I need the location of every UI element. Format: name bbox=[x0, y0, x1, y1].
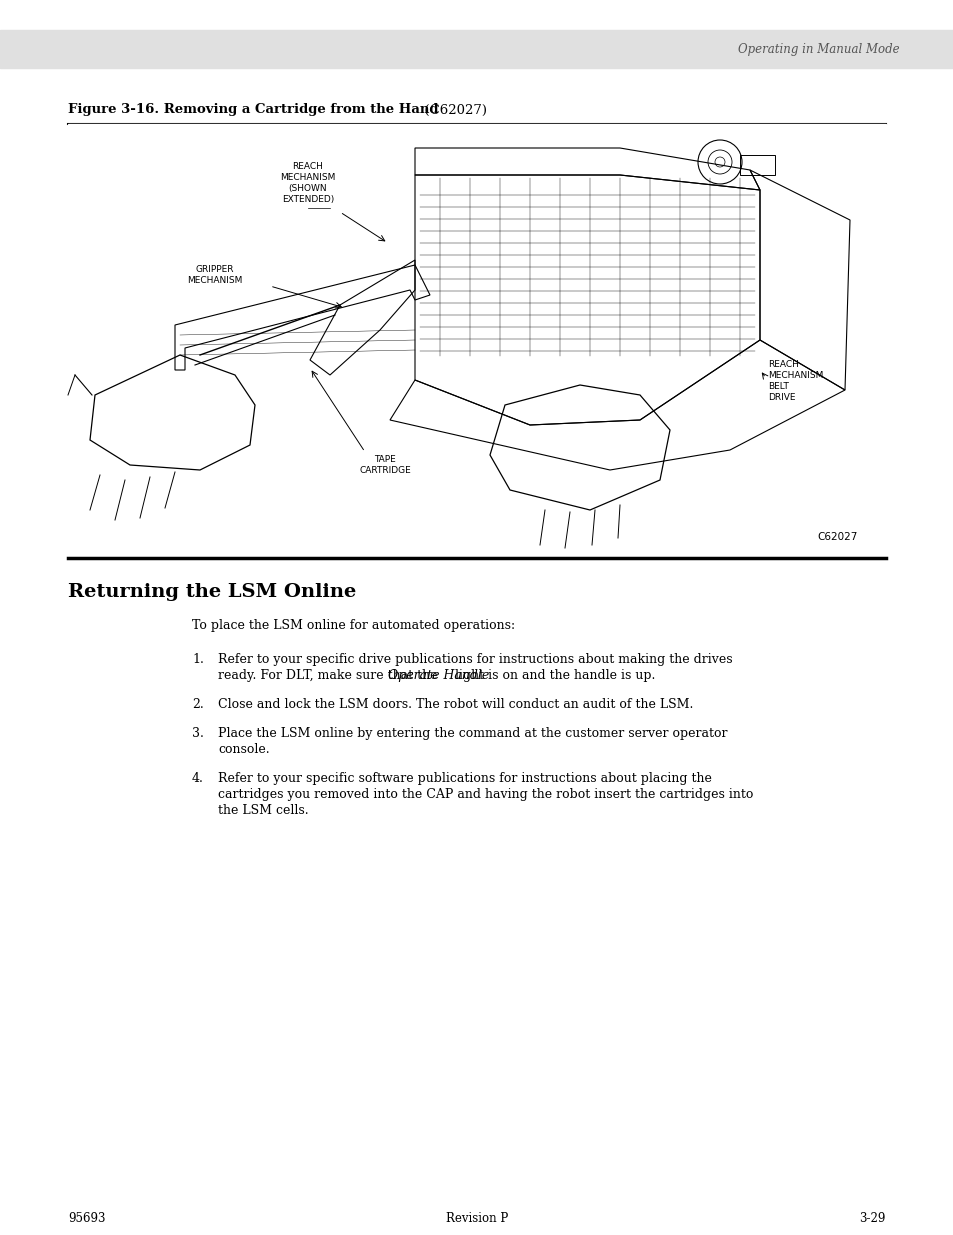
Text: the LSM cells.: the LSM cells. bbox=[218, 804, 309, 818]
Text: Close and lock the LSM doors. The robot will conduct an audit of the LSM.: Close and lock the LSM doors. The robot … bbox=[218, 698, 693, 711]
Text: TAPE
CARTRIDGE: TAPE CARTRIDGE bbox=[358, 454, 411, 475]
Text: Revision P: Revision P bbox=[445, 1212, 508, 1224]
Text: light is on and the handle is up.: light is on and the handle is up. bbox=[450, 669, 655, 682]
Text: Operate Handle: Operate Handle bbox=[387, 669, 489, 682]
Text: Refer to your specific drive publications for instructions about making the driv: Refer to your specific drive publication… bbox=[218, 653, 732, 666]
Text: GRIPPER
MECHANISM: GRIPPER MECHANISM bbox=[187, 266, 242, 285]
Bar bbox=[0, 30, 953, 68]
Text: REACH
MECHANISM
(SHOWN
EXTENDED): REACH MECHANISM (SHOWN EXTENDED) bbox=[280, 162, 335, 204]
Text: C62027: C62027 bbox=[817, 532, 857, 542]
Text: ready. For DLT, make sure that the: ready. For DLT, make sure that the bbox=[218, 669, 441, 682]
Text: Place the LSM online by entering the command at the customer server operator: Place the LSM online by entering the com… bbox=[218, 727, 727, 740]
Text: Operating in Manual Mode: Operating in Manual Mode bbox=[738, 42, 899, 56]
Text: 4.: 4. bbox=[192, 772, 204, 785]
Text: 3.: 3. bbox=[192, 727, 204, 740]
Text: To place the LSM online for automated operations:: To place the LSM online for automated op… bbox=[192, 619, 515, 631]
Text: (C62027): (C62027) bbox=[416, 104, 486, 116]
Bar bbox=[740, 156, 774, 175]
Text: cartridges you removed into the CAP and having the robot insert the cartridges i: cartridges you removed into the CAP and … bbox=[218, 788, 753, 802]
Text: Returning the LSM Online: Returning the LSM Online bbox=[68, 583, 355, 601]
Text: Refer to your specific software publications for instructions about placing the: Refer to your specific software publicat… bbox=[218, 772, 711, 785]
Text: 1.: 1. bbox=[192, 653, 204, 666]
Text: 95693: 95693 bbox=[68, 1212, 106, 1224]
Text: 3-29: 3-29 bbox=[859, 1212, 885, 1224]
Bar bbox=[68, 124, 885, 545]
Text: REACH
MECHANISM
BELT
DRIVE: REACH MECHANISM BELT DRIVE bbox=[767, 359, 822, 403]
Text: console.: console. bbox=[218, 743, 270, 756]
Text: 2.: 2. bbox=[192, 698, 204, 711]
Text: Figure 3-16. Removing a Cartridge from the Hand: Figure 3-16. Removing a Cartridge from t… bbox=[68, 104, 438, 116]
